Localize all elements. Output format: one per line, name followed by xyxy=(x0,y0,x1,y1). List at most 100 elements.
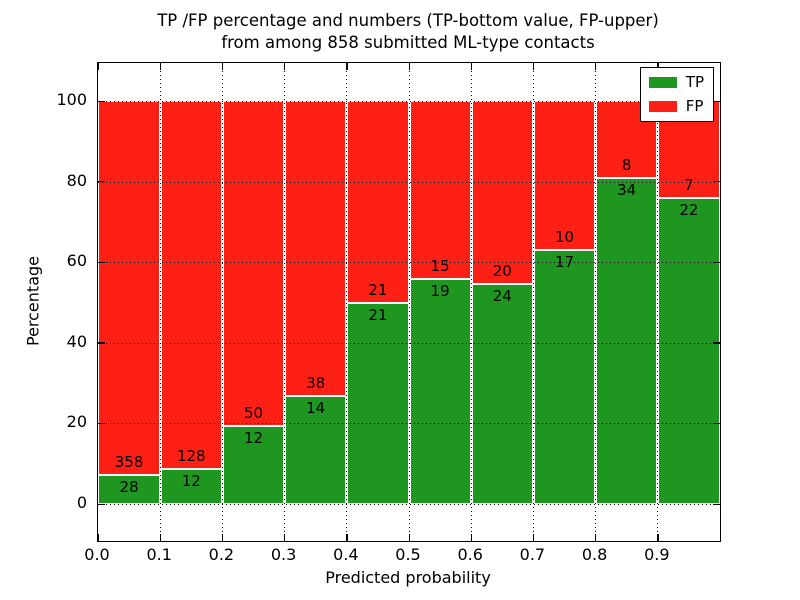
x-tick-mark xyxy=(159,534,161,541)
fp-bar-segment xyxy=(284,101,347,396)
fp-bar-segment xyxy=(98,101,161,475)
gridline-dots xyxy=(532,63,534,541)
gridline-dots xyxy=(221,63,223,541)
tp-count-label: 12 xyxy=(243,429,264,447)
tp-legend-label: TP xyxy=(685,73,704,91)
y-tick-mark xyxy=(98,100,105,102)
x-tick-mark xyxy=(346,534,348,541)
y-tick-mark xyxy=(98,261,105,263)
x-tick-mark-top xyxy=(408,63,410,70)
tp-count-label: 28 xyxy=(119,477,139,496)
tp-bar-segment xyxy=(98,474,161,504)
x-tick-mark xyxy=(408,534,410,541)
vertical-gridline xyxy=(656,63,660,541)
tp-bar-segment xyxy=(409,278,472,504)
y-tick-label: 80 xyxy=(66,170,87,190)
x-tick-mark xyxy=(532,534,535,541)
x-tick-mark-top xyxy=(657,63,659,70)
gridline-dots xyxy=(284,63,286,541)
x-tick-mark-top xyxy=(221,63,224,70)
gridline-dots xyxy=(346,63,348,541)
fp-count-label: 358 xyxy=(114,452,144,471)
x-tick-label: 0.7 xyxy=(519,545,546,564)
tp-count-label: 14 xyxy=(306,398,326,417)
horizontal-gridline xyxy=(98,262,720,264)
gridline-dots xyxy=(408,63,410,541)
y-tick-mark-right xyxy=(713,422,720,425)
vertical-gridline xyxy=(531,63,535,541)
y-tick-mark-right xyxy=(713,181,720,183)
fp-count-label: 15 xyxy=(430,256,450,275)
x-tick-mark-top xyxy=(470,63,472,70)
x-tick-mark-top xyxy=(532,63,535,70)
x-tick-label: 0.6 xyxy=(457,545,483,564)
horizontal-gridline xyxy=(98,181,720,183)
vertical-gridline xyxy=(220,63,224,541)
fp-bar-segment xyxy=(471,101,534,285)
x-tick-label: 0.9 xyxy=(644,545,670,564)
tp-count-label: 22 xyxy=(679,201,699,220)
vertical-gridline xyxy=(407,63,411,541)
x-tick-mark xyxy=(657,534,659,541)
fp-count-label: 20 xyxy=(492,262,512,281)
x-tick-mark-top xyxy=(284,63,286,70)
fp-bar-segment xyxy=(222,101,285,426)
fp-count-label: 7 xyxy=(684,176,694,195)
chart-title-line1: TP /FP percentage and numbers (TP-bottom… xyxy=(157,11,659,30)
y-tick-mark-right xyxy=(713,261,720,263)
x-tick-label: 0.5 xyxy=(395,545,421,564)
tp-count-label: 12 xyxy=(181,472,201,491)
horizontal-gridline xyxy=(98,101,720,102)
tp-count-label: 17 xyxy=(554,253,575,272)
vertical-gridline xyxy=(283,63,287,541)
fp-bar-segment xyxy=(346,101,409,303)
y-tick-mark xyxy=(98,503,105,505)
tp-bar-segment xyxy=(533,250,596,504)
fp-count-label: 8 xyxy=(621,155,632,174)
fp-legend-swatch xyxy=(648,101,677,112)
vertical-gridline xyxy=(594,63,598,541)
gridline-dots xyxy=(470,63,472,541)
tp-bar-segment xyxy=(160,469,223,504)
tp-legend-swatch xyxy=(648,77,677,88)
legend-entry-fp: FP xyxy=(648,97,704,115)
horizontal-gridline xyxy=(98,423,720,425)
tp-bar-segment xyxy=(657,198,720,504)
tp-bar-segment xyxy=(346,302,409,504)
horizontal-gridline xyxy=(98,504,720,505)
fp-count-label: 10 xyxy=(554,228,575,247)
tp-count-label: 24 xyxy=(492,287,512,306)
x-tick-label: 0.3 xyxy=(270,545,297,564)
y-tick-label: 100 xyxy=(56,90,87,109)
y-tick-label: 0 xyxy=(76,493,87,512)
y-tick-label: 60 xyxy=(66,251,87,271)
x-tick-mark xyxy=(221,534,224,541)
tp-bar-segment xyxy=(471,284,534,504)
vertical-gridline xyxy=(469,63,473,541)
x-tick-mark xyxy=(98,534,100,541)
x-tick-mark-top xyxy=(595,63,597,70)
tp-bar-segment xyxy=(595,177,658,504)
y-tick-mark xyxy=(98,422,105,425)
tp-count-label: 21 xyxy=(368,305,388,324)
y-tick-mark xyxy=(98,181,105,183)
y-tick-label: 20 xyxy=(66,412,87,432)
x-tick-mark xyxy=(284,534,286,541)
fp-bar-segment xyxy=(160,101,223,470)
fp-legend-label: FP xyxy=(685,97,704,115)
gridline-dots xyxy=(159,63,161,541)
x-tick-mark-top xyxy=(346,63,348,70)
gridline-dots xyxy=(657,63,659,541)
x-tick-label: 0.2 xyxy=(208,545,235,564)
vertical-gridline xyxy=(345,63,349,541)
x-tick-mark-top xyxy=(98,63,100,70)
fp-count-label: 128 xyxy=(176,447,206,466)
chart-title: TP /FP percentage and numbers (TP-bottom… xyxy=(97,10,719,54)
fp-bar-segment xyxy=(409,101,472,279)
fp-count-label: 21 xyxy=(368,280,388,299)
tp-count-label: 34 xyxy=(617,180,637,199)
tp-count-label: 19 xyxy=(430,281,450,300)
fp-count-label: 50 xyxy=(243,404,264,422)
legend: TP FP xyxy=(639,67,714,122)
